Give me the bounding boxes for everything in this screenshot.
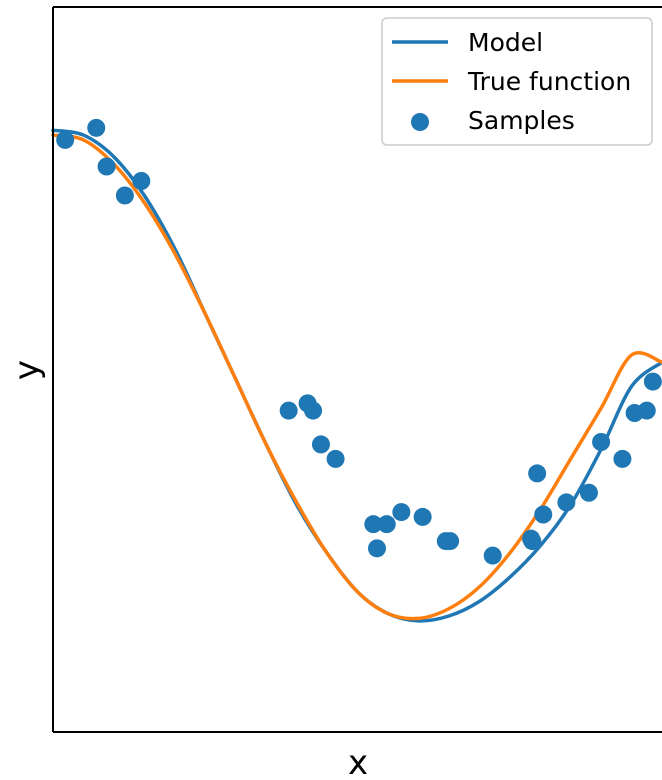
legend-box: [381, 17, 653, 146]
sample-point: [483, 546, 502, 565]
sample-point: [311, 435, 330, 454]
sample-point: [132, 172, 151, 190]
legend-samples-swatch: [411, 113, 429, 131]
sample-point: [279, 401, 298, 420]
legend-model-label: Model: [468, 28, 543, 57]
sample-point: [528, 464, 547, 483]
sample-point: [637, 401, 656, 420]
y-axis-label: y: [7, 360, 47, 380]
sample-point: [534, 505, 553, 524]
sample-point: [643, 372, 662, 391]
series-layer: [51, 118, 662, 623]
true-function-line: [51, 133, 662, 621]
sample-point: [97, 157, 116, 176]
sample-point: [392, 503, 411, 522]
sample-point: [592, 433, 611, 451]
sample-point: [613, 449, 632, 468]
sample-point: [364, 515, 383, 534]
x-axis-label: x: [348, 743, 368, 780]
sample-point: [326, 449, 345, 468]
sample-point: [557, 493, 576, 512]
sample-point: [115, 186, 134, 205]
sample-point: [87, 118, 106, 137]
legend-true-function-label: True function: [467, 67, 631, 96]
samples-series: [56, 118, 662, 565]
sample-point: [523, 532, 542, 551]
sample-point: [441, 532, 460, 551]
sample-point: [413, 507, 432, 526]
sample-point: [304, 401, 323, 420]
plot-frame: [52, 6, 662, 733]
sample-point: [56, 130, 75, 149]
sample-point: [367, 539, 386, 558]
legend: Model True function Samples: [381, 17, 653, 146]
legend-samples-label: Samples: [468, 106, 575, 135]
sample-point: [579, 483, 598, 502]
sample-point: [377, 515, 396, 534]
